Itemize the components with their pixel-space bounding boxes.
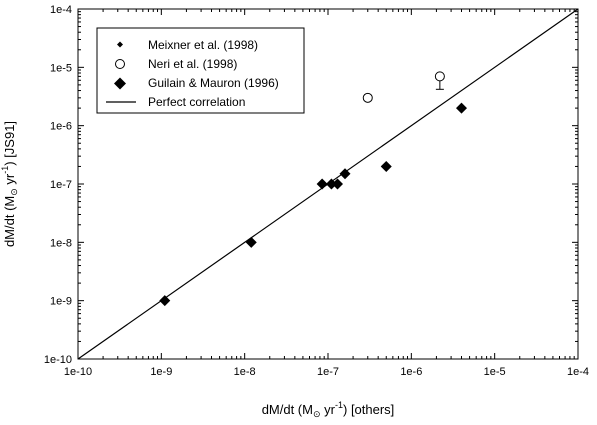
x-tick-label: 1e-4 [567,366,589,378]
y-tick-label: 1e-4 [50,4,72,16]
data-point-guilain [159,295,171,307]
y-tick-label: 1e-9 [50,296,72,308]
legend-box [96,27,305,114]
y-tick-label: 1e-10 [44,354,72,366]
data-point-neri [362,92,373,103]
y-tick-label: 1e-7 [50,179,72,191]
x-tick-label: 1e-10 [64,366,92,378]
data-point-guilain [456,102,468,114]
legend-label-neri: Neri et al. (1998) [148,57,237,71]
x-tick-label: 1e-5 [484,366,506,378]
x-tick-label: 1e-7 [317,366,339,378]
legend: Meixner et al. (1998) Neri et al. (1998)… [96,27,305,114]
data-point-guilain [316,178,328,190]
legend-marker-meixner [117,41,123,48]
x-tick-label: 1e-8 [234,366,256,378]
data-point-guilain [339,168,351,180]
legend-label-guilain: Guilain & Mauron (1996) [148,76,279,90]
data-point-guilain [380,160,392,172]
legend-marker-neri [115,59,125,69]
data-point-neri [434,71,445,82]
data-point-guilain [325,178,337,190]
legend-marker-guilain [114,77,126,90]
legend-label-meixner: Meixner et al. (1998) [148,38,258,52]
data-layer [77,8,579,360]
x-tick-label: 1e-9 [150,366,172,378]
x-tick-label: 1e-6 [400,366,422,378]
y-tick-label: 1e-5 [50,62,72,74]
y-tick-label: 1e-8 [50,237,72,249]
data-point-guilain [245,236,257,248]
data-point-guilain [331,178,343,190]
y-tick-label: 1e-6 [50,121,72,133]
x-axis-label: dM/dt (M⊙ yr-1) [others] [262,400,395,419]
legend-label-correlation: Perfect correlation [148,95,245,109]
y-axis-label: dM/dt (M⊙ yr-1) [JS91] [0,121,19,247]
